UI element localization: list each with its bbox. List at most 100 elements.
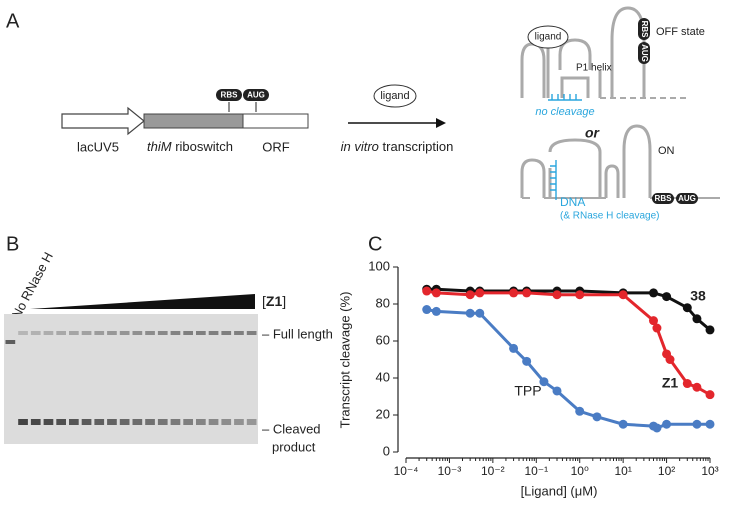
gel-band xyxy=(157,419,168,425)
data-point xyxy=(475,308,485,318)
gel-image xyxy=(4,314,258,444)
x-tick-label: 10¹ xyxy=(614,464,631,478)
riboswitch-label: thiM riboswitch xyxy=(147,139,233,154)
gel-band xyxy=(107,419,117,425)
data-point xyxy=(509,288,519,298)
data-point xyxy=(575,290,585,300)
dna-probe xyxy=(550,160,557,200)
data-point xyxy=(705,325,715,335)
no-rnase-label: No RNase H xyxy=(8,250,56,321)
riboswitch-box xyxy=(143,113,244,129)
rbs-pill xyxy=(638,18,650,40)
ligand-ellipse xyxy=(527,25,569,49)
panel-label: A xyxy=(6,10,20,32)
x-tick-label: 10³ xyxy=(701,464,718,478)
ligand-ellipse xyxy=(373,84,417,108)
data-point xyxy=(465,290,475,300)
y-tick-label: 100 xyxy=(368,258,390,273)
data-point xyxy=(648,316,658,326)
transcription-word: transcription xyxy=(383,139,454,154)
data-point xyxy=(692,419,702,429)
data-point xyxy=(475,288,485,298)
p1-label: P1 helix xyxy=(576,63,612,74)
off-state-label: OFF state xyxy=(656,26,705,38)
bracket: ] xyxy=(282,293,286,309)
gel-band xyxy=(18,331,28,335)
cleavage-label: (& RNase H cleavage) xyxy=(560,211,659,222)
gel-band xyxy=(30,331,41,335)
gel-band xyxy=(145,331,155,335)
gel-band xyxy=(196,331,206,335)
aug-label: AUG xyxy=(640,44,649,62)
data-point xyxy=(552,386,562,396)
gel-band xyxy=(69,419,79,425)
rna-on xyxy=(520,124,652,198)
gel-band xyxy=(170,331,181,335)
rbs-label: RBS xyxy=(640,21,649,39)
gel-band xyxy=(145,419,155,425)
gel-band xyxy=(56,331,66,335)
dna-label: DNA xyxy=(560,195,585,209)
orf-box xyxy=(242,113,309,129)
x-tick-label: 10⁻³ xyxy=(438,464,462,478)
data-point xyxy=(705,390,715,400)
cleaved-label: product xyxy=(272,439,316,454)
x-tick-label: 10⁻⁴ xyxy=(394,464,419,478)
x-tick-label: 10² xyxy=(658,464,675,478)
gel-band xyxy=(119,419,130,425)
gel-band xyxy=(196,419,206,425)
ligand-label: ligand xyxy=(535,32,562,43)
gel-band xyxy=(208,419,219,425)
gel-band xyxy=(30,419,41,425)
gel-band xyxy=(43,331,54,335)
gel-band xyxy=(208,331,219,335)
data-point xyxy=(431,288,441,298)
transcription-label: in vitro transcription xyxy=(341,139,454,154)
gel-band xyxy=(221,331,232,335)
promoter-arrow xyxy=(61,106,145,136)
series-label: TPP xyxy=(514,383,541,399)
y-tick-label: 40 xyxy=(376,369,390,384)
bracket: [ xyxy=(262,293,266,309)
data-point xyxy=(662,419,672,429)
rbs-label: RBS xyxy=(655,194,673,203)
gel-band xyxy=(221,419,232,425)
series-label: 38 xyxy=(690,288,706,304)
gel-band xyxy=(170,419,181,425)
y-axis-title: Transcript cleavage (%) xyxy=(337,292,352,429)
orf-label: ORF xyxy=(262,139,290,154)
gel-band xyxy=(157,331,168,335)
gel-band xyxy=(81,419,92,425)
x-tick-label: 10⁰ xyxy=(571,464,589,478)
z1-label: [Z1] xyxy=(262,293,286,309)
x-axis-title: [Ligand] (μM) xyxy=(521,483,598,498)
data-point xyxy=(522,356,532,366)
gel-band xyxy=(234,419,244,425)
plot: 0 20 40 60 80 100 10⁻⁴ 10⁻³ 10⁻² 10⁻¹ 10⁰ 10¹ 10² 10³… xyxy=(368,258,718,478)
data-point xyxy=(665,355,675,364)
gel-band xyxy=(94,331,105,335)
gel-band xyxy=(132,419,143,425)
data-point xyxy=(692,382,702,392)
rbs-label: RBS xyxy=(221,91,239,100)
y-tick-label: 0 xyxy=(383,443,390,458)
data-point xyxy=(431,306,441,316)
data-point xyxy=(552,290,562,300)
or-label: or xyxy=(585,125,601,141)
gel-band xyxy=(18,419,28,425)
no-cleavage-label: no cleavage xyxy=(535,106,594,118)
data-point xyxy=(522,288,532,298)
gene-name: thiM xyxy=(147,139,172,154)
data-point xyxy=(692,314,702,324)
data-point xyxy=(652,323,662,333)
gel-band xyxy=(119,331,130,335)
gel-band xyxy=(132,331,143,335)
gel-band xyxy=(69,331,79,335)
gel-lanes xyxy=(5,331,257,425)
x-tick-label: 10⁻¹ xyxy=(524,464,548,478)
data-point xyxy=(618,419,628,429)
concentration-wedge xyxy=(30,294,255,309)
data-point xyxy=(662,292,672,302)
data-point xyxy=(682,379,692,389)
data-point xyxy=(509,343,519,353)
